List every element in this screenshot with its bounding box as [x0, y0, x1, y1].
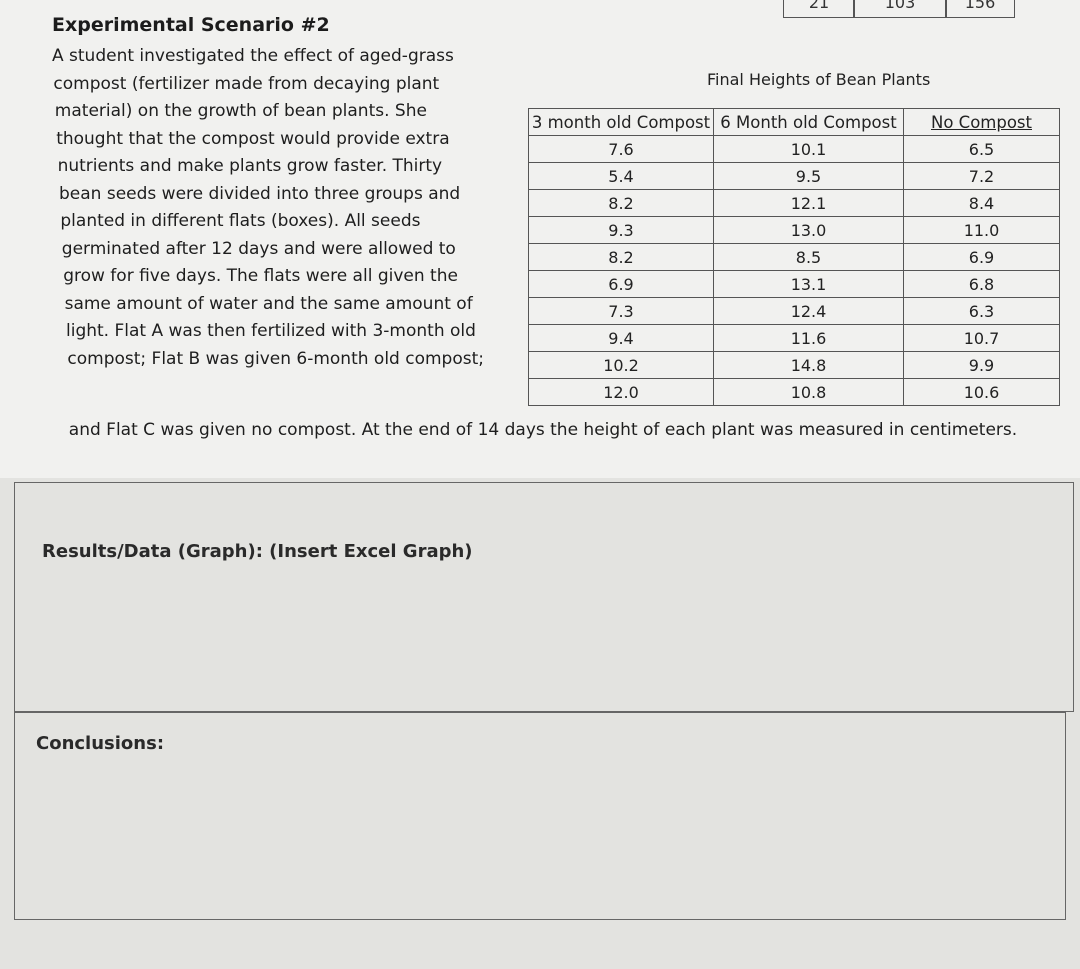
text-line: compost; Flat B was given 6-month old co…: [67, 348, 484, 369]
table-cell: 12.0: [528, 378, 714, 406]
scenario-title: Experimental Scenario #2: [52, 14, 330, 36]
table-row: 5.4 9.5 7.2: [528, 162, 1060, 190]
table-cell: 6.3: [903, 297, 1060, 325]
table-row: 10.2 14.8 9.9: [528, 351, 1060, 379]
text-line: and Flat C was given no compost. At the …: [68, 420, 1018, 440]
text-line: grow for five days. The flats were all g…: [63, 266, 458, 286]
table-cell: 8.2: [528, 243, 714, 271]
text-line: material) on the growth of bean plants. …: [54, 101, 427, 121]
table-cell: 6.8: [903, 270, 1060, 298]
table-cell: 12.1: [713, 189, 904, 217]
fragment-cell: 21: [783, 0, 855, 18]
data-table: 3 month old Compost 6 Month old Compost …: [528, 108, 1060, 406]
table-cell: 6.9: [528, 270, 714, 298]
table-cell: 7.2: [903, 162, 1060, 190]
table-cell: 8.4: [903, 189, 1060, 217]
table-cell: 14.8: [713, 351, 904, 379]
table-row: 8.2 8.5 6.9: [528, 243, 1060, 271]
table-row: 9.3 13.0 11.0: [528, 216, 1060, 244]
table-cell: 6.9: [903, 243, 1060, 271]
table-row: 9.4 11.6 10.7: [528, 324, 1060, 352]
results-box: [14, 482, 1074, 712]
table-cell: 8.2: [528, 189, 714, 217]
conclusions-box: [14, 712, 1066, 920]
column-header: 3 month old Compost: [528, 108, 714, 136]
conclusions-label: Conclusions:: [36, 733, 165, 754]
table-cell: 5.4: [528, 162, 714, 190]
table-row: 7.6 10.1 6.5: [528, 135, 1060, 163]
table-cell: 10.1: [713, 135, 904, 163]
table-cell: 7.6: [528, 135, 714, 163]
table-cell: 10.6: [903, 378, 1060, 406]
table-cell: 13.1: [713, 270, 904, 298]
text-line: bean seeds were divided into three group…: [59, 183, 461, 204]
fragment-cell: 103: [853, 0, 947, 18]
table-row: 7.3 12.4 6.3: [528, 297, 1060, 325]
table-row: 8.2 12.1 8.4: [528, 189, 1060, 217]
fragment-cell: 156: [945, 0, 1015, 18]
table-cell: 11.0: [903, 216, 1060, 244]
column-header: 6 Month old Compost: [713, 108, 904, 136]
text-line: thought that the compost would provide e…: [56, 128, 450, 149]
header-row: 3 month old Compost 6 Month old Compost …: [528, 108, 1060, 136]
table-cell: 9.5: [713, 162, 904, 190]
table-cell: 10.8: [713, 378, 904, 406]
text-line: germinated after 12 days and were allowe…: [61, 238, 456, 259]
column-header: No Compost: [903, 108, 1060, 136]
text-line: A student investigated the effect of age…: [52, 46, 454, 66]
text-line: planted in different flats (boxes). All …: [60, 211, 421, 231]
table-cell: 7.3: [528, 297, 714, 325]
table-cell: 12.4: [713, 297, 904, 325]
table-cell: 9.4: [528, 324, 714, 352]
text-line: nutrients and make plants grow faster. T…: [57, 156, 443, 176]
text-line: same amount of water and the same amount…: [64, 293, 473, 314]
table-cell: 6.5: [903, 135, 1060, 163]
table-cell: 13.0: [713, 216, 904, 244]
table-cell: 11.6: [713, 324, 904, 352]
text-line: light. Flat A was then fertilized with 3…: [66, 321, 476, 341]
table-row: 6.9 13.1 6.8: [528, 270, 1060, 298]
table-cell: 10.2: [528, 351, 714, 379]
table-cell: 9.9: [903, 351, 1060, 379]
worksheet-bottom: [0, 478, 1080, 969]
table-cell: 10.7: [903, 324, 1060, 352]
table-cell: 9.3: [528, 216, 714, 244]
table-cell: 8.5: [713, 243, 904, 271]
text-line: compost (fertilizer made from decaying p…: [53, 73, 440, 94]
table-row: 12.0 10.8 10.6: [528, 378, 1060, 406]
results-label: Results/Data (Graph): (Insert Excel Grap…: [42, 541, 473, 562]
table-title: Final Heights of Bean Plants: [707, 70, 931, 89]
